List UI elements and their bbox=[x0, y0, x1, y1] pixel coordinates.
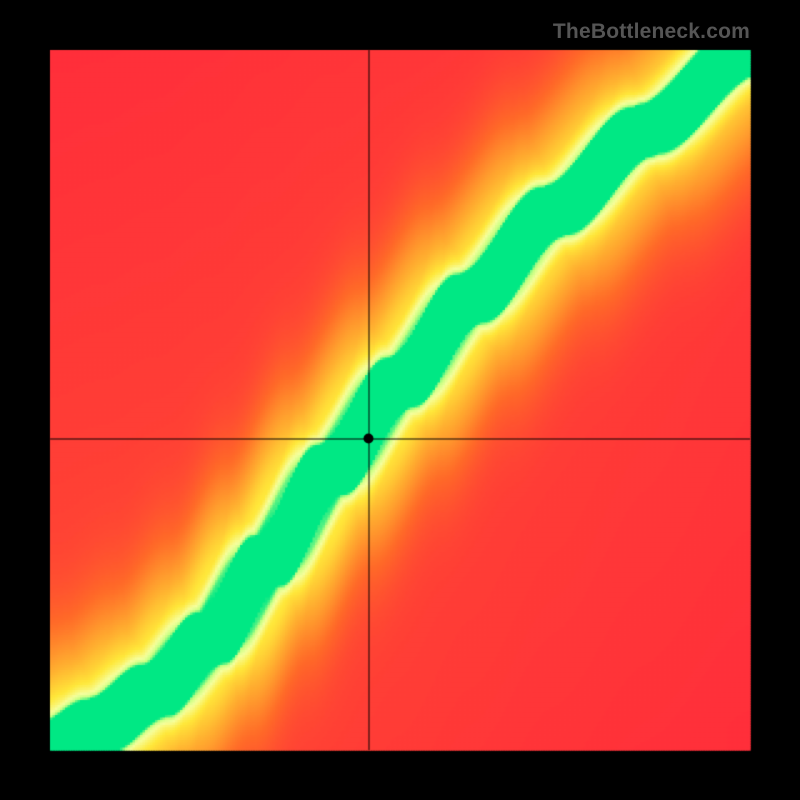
watermark-text: TheBottleneck.com bbox=[553, 20, 750, 44]
crosshair-overlay bbox=[0, 0, 800, 800]
